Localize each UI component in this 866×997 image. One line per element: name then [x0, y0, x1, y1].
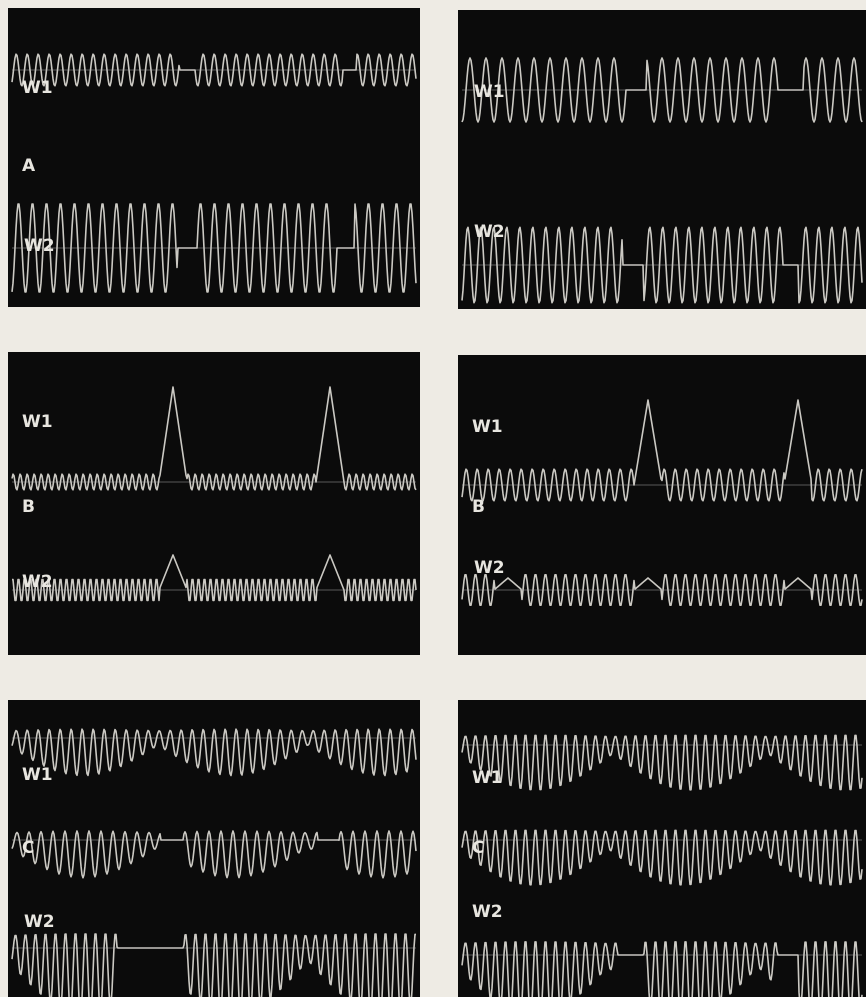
- trace-line: [11, 830, 417, 879]
- scope-panel: W1 B W2: [458, 355, 866, 655]
- trace-label: W2: [22, 572, 53, 592]
- trace-line: [11, 728, 417, 777]
- scope-panel: W1 C W2: [8, 700, 420, 997]
- trace-label: W2: [24, 236, 55, 256]
- trace-label: B: [472, 497, 485, 517]
- trace-label: W1: [22, 765, 53, 785]
- trace-label: C: [472, 838, 484, 858]
- trace-label: W1: [22, 412, 53, 432]
- trace-label: W2: [474, 222, 505, 242]
- trace-line: [461, 734, 863, 791]
- trace-label: W1: [472, 417, 503, 437]
- trace-label: W2: [474, 558, 505, 578]
- trace-line: [11, 386, 417, 491]
- trace-label: B: [22, 497, 35, 517]
- scope-panel: W1 B W2: [8, 352, 420, 655]
- scope-panel: W1 A W2: [8, 8, 420, 307]
- trace-label: W1: [22, 78, 53, 98]
- trace-line: [461, 399, 863, 502]
- trace-label: W1: [474, 82, 505, 102]
- trace-label: W1: [472, 768, 503, 788]
- trace-label: A: [22, 156, 36, 176]
- trace-label: C: [22, 838, 34, 858]
- trace-label: W2: [24, 912, 55, 932]
- scope-screen: [458, 10, 866, 309]
- trace-line: [461, 574, 863, 606]
- trace-line: [11, 933, 416, 997]
- scope-screen: [8, 8, 420, 307]
- trace-line: [12, 554, 417, 602]
- scope-screen: [458, 355, 866, 655]
- scope-panel: W1 W2: [458, 10, 866, 309]
- trace-line: [461, 829, 863, 886]
- scope-screen: [8, 352, 420, 655]
- trace-label: W2: [472, 902, 503, 922]
- scope-panel: W1 C W2: [458, 700, 866, 997]
